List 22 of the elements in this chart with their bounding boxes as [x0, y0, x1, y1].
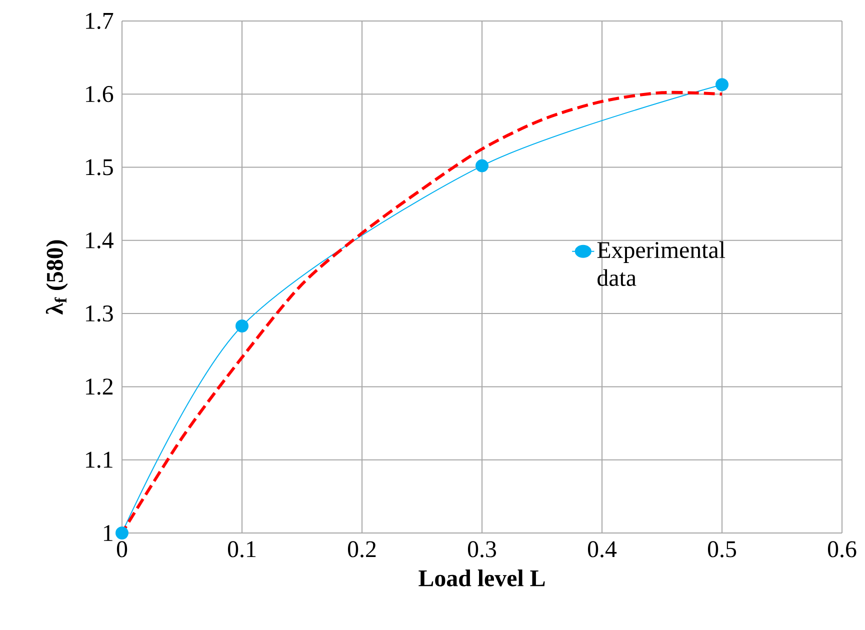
y-tick-label: 1.3 [86, 305, 113, 322]
y-tick-label: 1.4 [86, 232, 114, 248]
point [476, 159, 489, 172]
x-tick-label: 0.1 [228, 541, 256, 558]
x-tick-label: 0.2 [348, 541, 376, 558]
y-tick-label: 1.7 [86, 12, 114, 30]
x-tick-label: 0 [116, 541, 128, 558]
text: λ$_{f}$ (580) [46, 240, 68, 314]
x-tick-label: 0.6 [828, 541, 856, 558]
point [716, 78, 729, 92]
x-tick-label: 0.4 [588, 541, 617, 558]
y-tick-label: 1 [104, 525, 112, 541]
y-tick-label: 1.6 [86, 86, 114, 102]
x-axis-title: Load level L [418, 570, 545, 586]
x-tick-label: 0.5 [708, 541, 736, 558]
point [116, 526, 129, 540]
legend-label: Experimental data [597, 241, 726, 286]
point [236, 319, 249, 332]
y-tick-label: 1.1 [86, 452, 112, 468]
y-tick-label: 1.2 [86, 378, 113, 395]
x-tick-label: 0.3 [468, 541, 496, 558]
y-tick-label: 1.5 [86, 159, 113, 176]
